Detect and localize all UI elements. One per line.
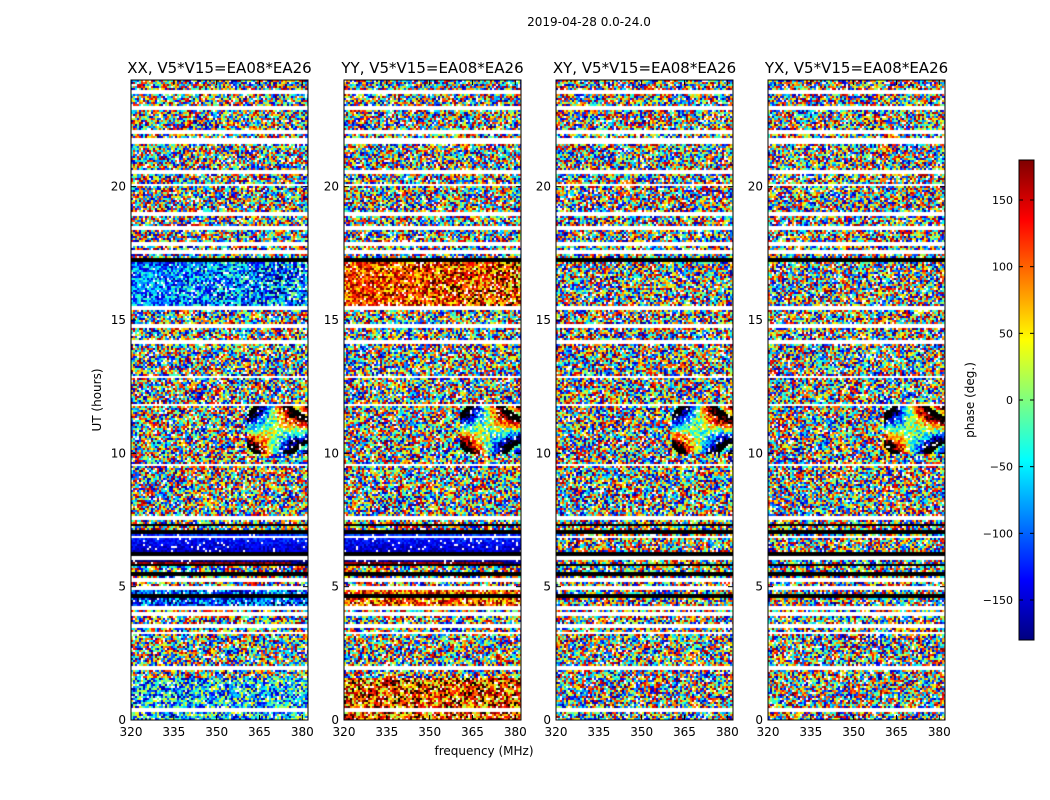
x-tick-label: 320 <box>120 725 143 739</box>
panel-xy: XY, V5*V15=EA08*EA26 320 335 350 365 380 0 5 10 1… <box>536 59 739 739</box>
x-tick-label: 365 <box>248 725 271 739</box>
panel-xx: XX, V5*V15=EA08*EA26 320 335 350 365 380 0 5 10 1… <box>111 59 314 739</box>
panel-frame-xy <box>555 79 734 721</box>
y-tick-label: 5 <box>543 580 551 594</box>
colorbar-tick-label: 100 <box>992 261 1013 274</box>
y-axis-label: UT (hours) <box>90 368 104 431</box>
x-tick-label: 320 <box>545 725 568 739</box>
panel-frame-yy <box>343 79 522 721</box>
panel-title-xy: XY, V5*V15=EA08*EA26 <box>553 59 736 77</box>
y-tick-label: 0 <box>118 713 126 727</box>
colorbar-tick-label: −100 <box>983 527 1013 540</box>
panel-frame-yx <box>767 79 946 721</box>
y-tick-label: 0 <box>331 713 339 727</box>
y-tick-label: 20 <box>324 180 339 194</box>
y-tick-label: 10 <box>748 446 763 460</box>
y-tick-label: 20 <box>111 180 126 194</box>
y-tick-label: 15 <box>324 313 339 327</box>
panel-yx: YX, V5*V15=EA08*EA26 320 335 350 365 380 0 5 10 1… <box>748 59 951 739</box>
heatmap-image-yx <box>768 80 945 720</box>
x-tick-label: 350 <box>630 725 653 739</box>
y-tick-label: 0 <box>543 713 551 727</box>
y-tick-label: 5 <box>118 580 126 594</box>
x-tick-label: 335 <box>587 725 610 739</box>
x-tick-label: 365 <box>461 725 484 739</box>
x-tick-label: 380 <box>504 725 527 739</box>
y-tick-label: 15 <box>536 313 551 327</box>
colorbar: phase (deg.) 150 100 50 0 −50 −100 −150 <box>963 159 1035 641</box>
y-tick-label: 5 <box>755 580 763 594</box>
x-tick-label: 350 <box>842 725 865 739</box>
panel-title-yy: YY, V5*V15=EA08*EA26 <box>340 59 523 77</box>
colorbar-tick-label: 50 <box>999 327 1013 340</box>
x-tick-label: 380 <box>716 725 739 739</box>
panel-group: XX, V5*V15=EA08*EA26 320 335 350 365 380 0 5 10 1… <box>111 59 951 739</box>
x-tick-label: 365 <box>673 725 696 739</box>
heatmap-image-yy <box>344 80 521 720</box>
colorbar-tick-label: 0 <box>1006 394 1013 407</box>
y-tick-label: 20 <box>748 180 763 194</box>
colorbar-label: phase (deg.) <box>963 362 977 438</box>
x-tick-label: 380 <box>291 725 314 739</box>
y-tick-label: 10 <box>536 446 551 460</box>
x-tick-label: 320 <box>757 725 780 739</box>
heatmap-image-xx <box>131 80 308 720</box>
x-axis-label: frequency (MHz) <box>434 744 533 758</box>
colorbar-tick-label: −50 <box>990 461 1013 474</box>
panel-title-yx: YX, V5*V15=EA08*EA26 <box>764 59 948 77</box>
colorbar-tick-label: −150 <box>983 594 1013 607</box>
panel-frame-xx <box>130 79 309 721</box>
heatmap-image-xy <box>556 80 733 720</box>
y-tick-label: 0 <box>755 713 763 727</box>
panel-yy: YY, V5*V15=EA08*EA26 320 335 350 365 380 0 5 10 1… <box>324 59 527 739</box>
x-tick-label: 335 <box>799 725 822 739</box>
x-tick-label: 320 <box>333 725 356 739</box>
x-tick-label: 350 <box>205 725 228 739</box>
x-tick-label: 350 <box>418 725 441 739</box>
y-tick-label: 10 <box>324 446 339 460</box>
y-tick-label: 15 <box>748 313 763 327</box>
x-tick-label: 380 <box>928 725 951 739</box>
y-tick-label: 10 <box>111 446 126 460</box>
x-tick-label: 335 <box>375 725 398 739</box>
panel-title-xx: XX, V5*V15=EA08*EA26 <box>127 59 311 77</box>
figure-suptitle: 2019-04-28 0.0-24.0 <box>527 15 651 29</box>
y-tick-label: 20 <box>536 180 551 194</box>
x-tick-label: 335 <box>162 725 185 739</box>
y-tick-label: 15 <box>111 313 126 327</box>
colorbar-tick-label: 150 <box>992 194 1013 207</box>
x-tick-label: 365 <box>885 725 908 739</box>
y-tick-label: 5 <box>331 580 339 594</box>
